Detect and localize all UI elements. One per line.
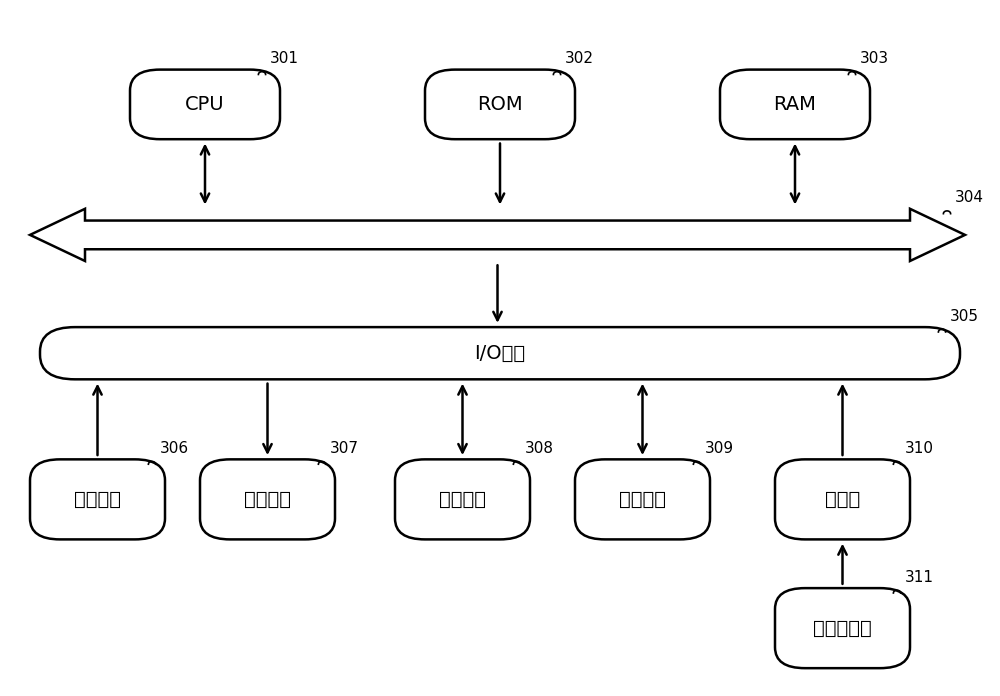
Text: 307: 307 xyxy=(330,441,359,456)
Polygon shape xyxy=(30,209,965,261)
FancyBboxPatch shape xyxy=(130,70,280,139)
Text: 310: 310 xyxy=(905,441,934,456)
Text: 308: 308 xyxy=(525,441,554,456)
FancyBboxPatch shape xyxy=(775,588,910,668)
Text: 302: 302 xyxy=(565,51,594,66)
Text: 301: 301 xyxy=(270,51,299,66)
Text: 输出部分: 输出部分 xyxy=(244,490,291,509)
Text: 驱动器: 驱动器 xyxy=(825,490,860,509)
FancyBboxPatch shape xyxy=(40,327,960,379)
FancyBboxPatch shape xyxy=(30,459,165,539)
FancyBboxPatch shape xyxy=(425,70,575,139)
Text: 306: 306 xyxy=(160,441,189,456)
Text: 311: 311 xyxy=(905,569,934,585)
Text: 可拆卸介质: 可拆卸介质 xyxy=(813,619,872,638)
FancyBboxPatch shape xyxy=(720,70,870,139)
FancyBboxPatch shape xyxy=(775,459,910,539)
Text: I/O接口: I/O接口 xyxy=(474,344,526,363)
Text: 303: 303 xyxy=(860,51,889,66)
Text: 309: 309 xyxy=(705,441,734,456)
Text: ROM: ROM xyxy=(477,95,523,114)
Text: 通信部分: 通信部分 xyxy=(619,490,666,509)
Text: 输入部分: 输入部分 xyxy=(74,490,121,509)
Text: 305: 305 xyxy=(950,308,979,324)
Text: 存储部分: 存储部分 xyxy=(439,490,486,509)
Text: 304: 304 xyxy=(955,190,984,205)
Text: RAM: RAM xyxy=(774,95,816,114)
FancyBboxPatch shape xyxy=(395,459,530,539)
Text: CPU: CPU xyxy=(185,95,225,114)
FancyBboxPatch shape xyxy=(200,459,335,539)
FancyBboxPatch shape xyxy=(575,459,710,539)
